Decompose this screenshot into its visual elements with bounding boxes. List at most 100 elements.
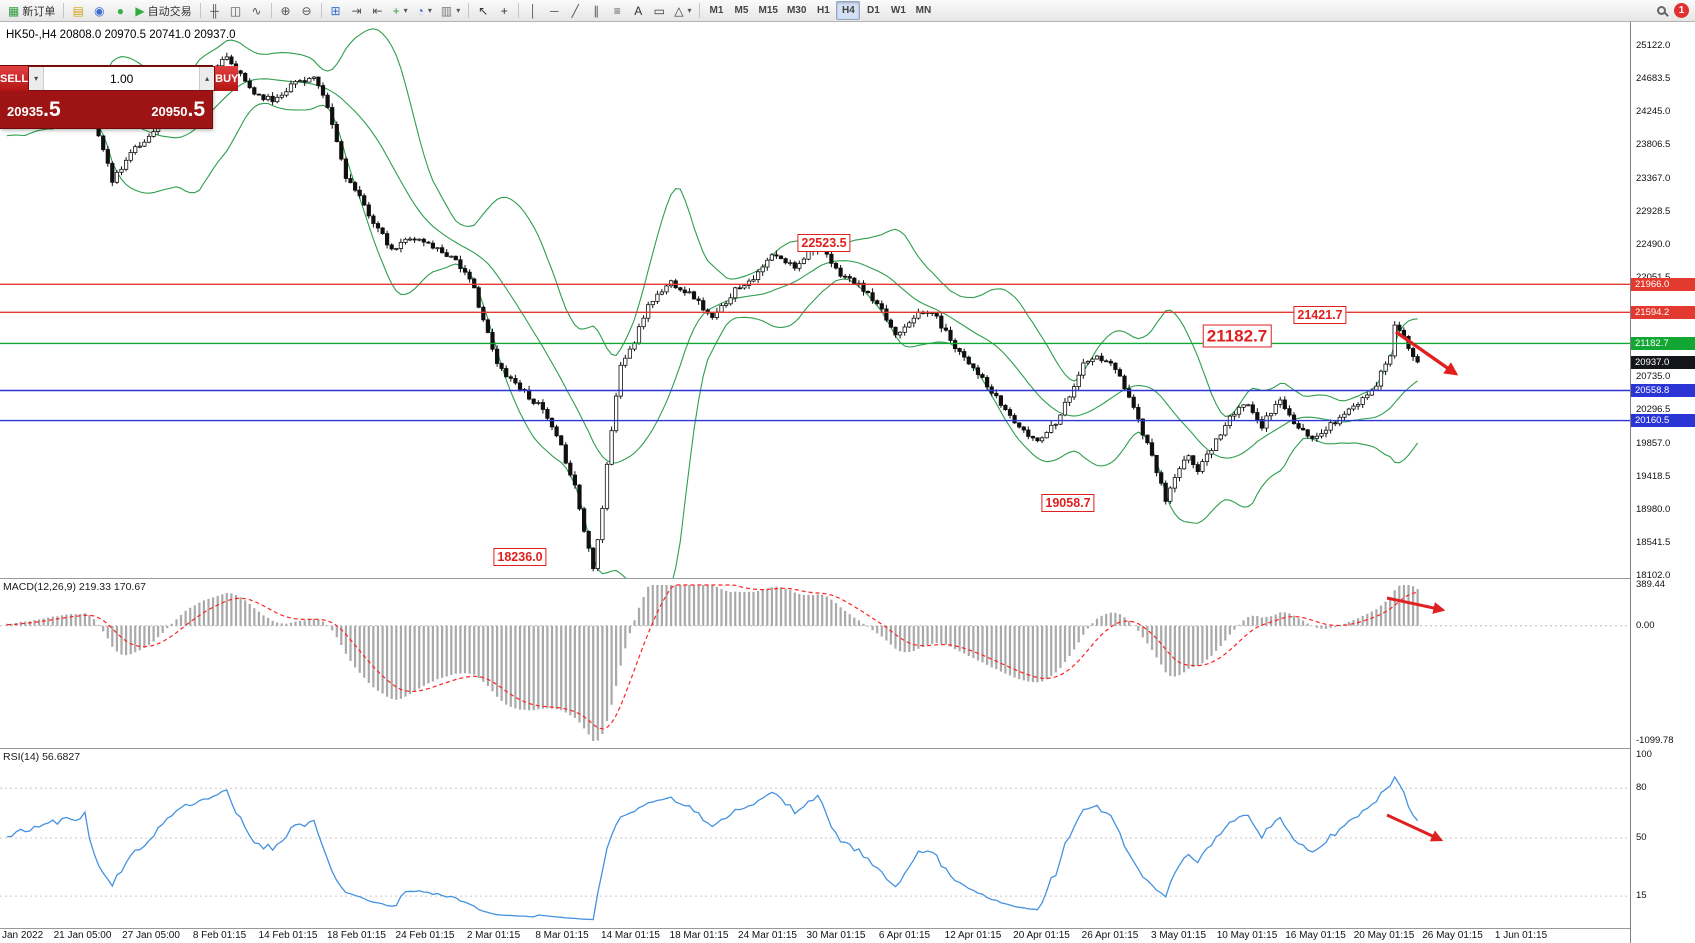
bollinger-middle-band [6,78,1418,464]
trend-arrow[interactable] [1386,813,1444,842]
buy-price[interactable]: 20950.5 [151,97,205,121]
price-callout-label: 21421.7 [1293,306,1347,324]
cursor-button[interactable]: ↖ [473,1,493,20]
bar-chart-button[interactable]: ╫ [205,1,225,20]
panel-separator[interactable] [0,578,1695,579]
sell-button[interactable]: SELL [0,66,29,91]
candlestick-chart[interactable] [0,22,1630,578]
fibonacci-button[interactable]: ≡ [607,1,627,20]
panel-separator [0,928,1695,929]
rsi-indicator[interactable] [0,749,1630,928]
shapes-menu-button[interactable]: △ ▾ [670,1,695,20]
rsi-panel[interactable]: RSI(14) 56.6827 [0,749,1630,928]
price-scale[interactable]: 25122.0 24683.5 24245.0 23806.5 23367.0 22928… [1630,22,1695,943]
data-window-icon: ◉ [94,3,105,18]
chevron-down-icon: ▾ [403,6,408,15]
label-tool-button[interactable]: ▭ [649,1,669,20]
main-chart-panel[interactable]: HK50-,H4 20808.0 20970.5 20741.0 20937.0… [0,22,1630,578]
time-tick-label: 6 Apr 01:15 [878,930,931,941]
templates-menu-button[interactable]: ▥ ▾ [437,1,464,20]
timeframe-h4-button[interactable]: H4 [836,1,861,20]
candlestick-chart-button[interactable]: ◫ [226,1,246,20]
macd-panel[interactable]: MACD(12,26,9) 219.33 170.67 [0,579,1630,748]
volume-input[interactable] [44,67,200,90]
volume-stepper: ▾ ▴ [28,66,216,91]
sell-price[interactable]: 20935.5 [7,97,61,121]
volume-up-button[interactable]: ▴ [199,67,215,90]
notification-badge[interactable]: 1 [1674,3,1689,18]
timeframe-d1-button[interactable]: D1 [866,5,880,16]
auto-trading-button[interactable]: ▶ 自动交易 [131,1,195,20]
time-tick-label: 12 Apr 01:15 [944,930,1002,941]
macd-indicator[interactable] [0,579,1630,748]
horizontal-line-icon: ─ [549,3,559,18]
current-price-tag: 20937.0 [1631,355,1695,369]
macd-label: MACD(12,26,9) 219.33 170.67 [3,581,147,593]
channel-button[interactable]: ∥ [586,1,606,20]
chart-shift-button[interactable]: ⇤ [368,1,388,20]
periods-menu-button[interactable]: ◔ ▾ [413,1,436,20]
chevron-down-icon: ▾ [456,6,461,15]
search-button[interactable] [1651,1,1671,20]
price-callout-label: 22523.5 [797,234,851,252]
new-order-button[interactable]: ▦ 新订单 [4,1,59,20]
toolbar-separator [699,3,701,18]
time-axis[interactable]: Jan 2022 21 Jan 05:00 27 Jan 05:00 8 Feb 01… [0,929,1630,943]
horizontal-line-button[interactable]: ─ [544,1,564,20]
timeframe-h1-button[interactable]: H1 [816,5,830,16]
terminal-window-icon: ● [116,3,124,18]
timeframe-m1-button[interactable]: M1 [709,5,724,16]
timeframe-mn-button[interactable]: MN [915,5,932,16]
buy-button[interactable]: BUY [215,66,239,91]
text-tool-icon: A [634,3,643,18]
time-tick-label: 2 Mar 01:15 [466,930,521,941]
vertical-line-button[interactable]: │ [523,1,543,20]
symbols-window-button[interactable]: ▤ [68,1,88,20]
zoom-out-button[interactable]: ⊖ [297,1,317,20]
crosshair-button[interactable]: + [494,1,514,20]
line-chart-button[interactable]: ∿ [247,1,267,20]
toolbar-separator [468,3,470,18]
time-tick-label: 18 Mar 01:15 [669,930,729,941]
timeframe-m5-button[interactable]: M5 [734,5,749,16]
terminal-window-button[interactable]: ● [110,1,130,20]
price-tick-label: 18102.0 [1636,570,1671,581]
price-callout-label: 18236.0 [493,548,547,566]
timeframe-w1-button[interactable]: W1 [890,5,906,16]
trendline-button[interactable]: ╱ [565,1,585,20]
toolbar-separator [320,3,322,18]
data-window-button[interactable]: ◉ [89,1,109,20]
rsi-line [6,775,1419,921]
trend-arrow[interactable] [1386,596,1446,614]
time-tick-label: 26 Apr 01:15 [1081,930,1139,941]
zoom-in-button[interactable]: ⊕ [276,1,296,20]
one-click-trade-panel: SELL ▾ ▴ BUY 20935.5 20950.5 [0,66,239,128]
rsi-tick-label: 50 [1636,832,1647,843]
price-tick-label: 24245.0 [1636,106,1671,118]
timeframe-m30-button[interactable]: M30 [786,5,807,16]
time-tick-label: 10 May 01:15 [1216,930,1278,941]
price-tick-label: 24683.5 [1636,73,1671,85]
vertical-line-icon: │ [529,3,537,18]
panel-separator[interactable] [0,748,1695,749]
bollinger-upper-band [6,28,1418,417]
macd-tick-label: 0.00 [1636,619,1655,631]
price-tick-label: 22928.5 [1636,205,1671,217]
text-tool-button[interactable]: A [628,1,648,20]
macd-tick-label: 389.44 [1636,579,1666,590]
price-callout-label: 19058.7 [1041,494,1095,512]
price-tick-label: 20296.5 [1636,404,1671,416]
bollinger-lower-band [6,102,1419,578]
trend-arrow[interactable] [1395,330,1459,376]
auto-scroll-button[interactable]: ⇥ [347,1,367,20]
indicators-menu-button[interactable]: + ▾ [389,1,412,20]
tile-windows-button[interactable]: ⊞ [326,1,346,20]
fibonacci-icon: ≡ [613,3,621,18]
volume-down-button[interactable]: ▾ [29,67,45,90]
timeframe-m15-button[interactable]: M15 [758,5,778,16]
toolbar-separator [518,3,520,18]
macd-tick-label: -1099.78 [1636,735,1674,746]
price-level-tag: 21966.0 [1631,277,1695,291]
rsi-tick-label: 100 [1636,749,1652,760]
